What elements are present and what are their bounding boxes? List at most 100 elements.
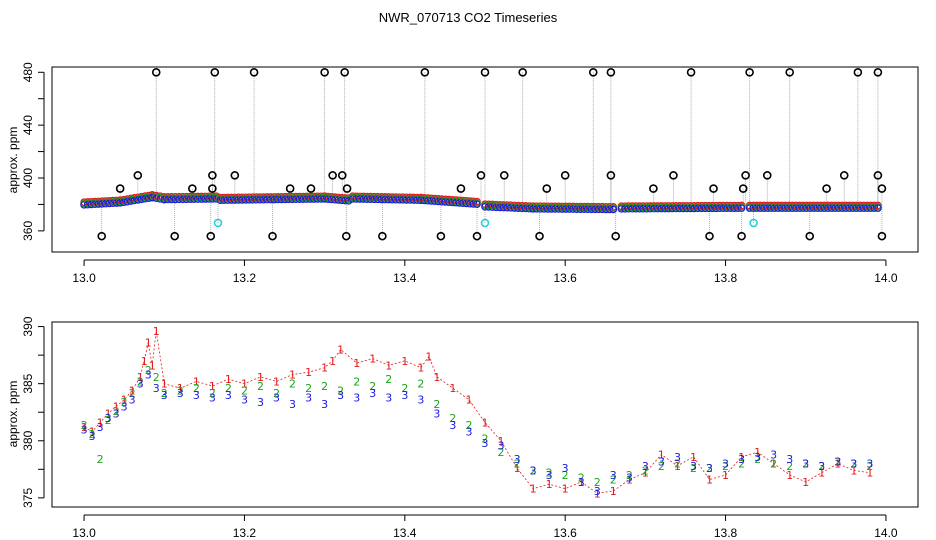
outlier-point: [873, 171, 883, 180]
series-3-point: 3: [225, 389, 232, 402]
series-2-point: 2: [121, 396, 128, 409]
top-x-tick-label: 13.2: [233, 271, 257, 285]
outlier-point: [341, 231, 351, 241]
top-x-axis: 13.0 13.2 13.4 13.6 13.8 14.0: [72, 259, 898, 285]
outlier-point: [340, 67, 349, 77]
series-2-point: 2: [401, 382, 408, 395]
series-1-point: 1: [129, 385, 136, 398]
series-2-point: 2: [530, 464, 537, 477]
series-3-point: [148, 193, 157, 202]
series-1-point: 1: [137, 371, 144, 384]
series-1-point: 1: [145, 337, 152, 350]
series-1-line: [83, 331, 870, 494]
series-1-point: 1: [594, 487, 601, 500]
series-3-point: 3: [417, 394, 424, 407]
series-3-point: 3: [337, 389, 344, 402]
outlier-point: [210, 67, 220, 77]
series-2-point: 2: [690, 462, 697, 475]
series-3-point: 3: [818, 460, 825, 473]
series-3-point: [152, 194, 161, 203]
outlier-point: [230, 171, 240, 180]
series-3-point: 3: [850, 458, 857, 471]
outlier-point: [737, 231, 746, 241]
series-1-point: 1: [289, 369, 296, 382]
series-1-point: 1: [754, 446, 761, 459]
series-1-point: 1: [401, 355, 408, 368]
top-plot-frame: [51, 66, 919, 253]
series-3-point: 3: [802, 458, 809, 471]
series-1-point: 1: [449, 382, 456, 395]
series-1-point: 1: [578, 476, 585, 489]
series-2-point: 2: [642, 464, 649, 477]
series-2-point: 2: [674, 458, 681, 471]
bottom-x-tick-label: 14.0: [874, 526, 898, 540]
series-1-point: 1: [225, 373, 232, 386]
outlier-point: [805, 231, 815, 241]
series-3-point: 3: [353, 391, 360, 404]
series-3-point: 3: [498, 439, 505, 452]
outlier-point: [560, 171, 570, 180]
series-2-point: 2: [273, 387, 280, 400]
outlier-point: [606, 67, 616, 77]
bottom-y-tick-label: 390: [21, 316, 35, 336]
outlier-point: [208, 184, 217, 193]
outlier-point: [705, 231, 714, 241]
series-1-point: 1: [121, 394, 128, 407]
series-2-point: 2: [257, 380, 264, 393]
series-1-point: 1: [209, 380, 216, 393]
series-2-point: 2: [850, 458, 857, 471]
series-2-point: 2: [834, 455, 841, 468]
top-y-tick-label: 440: [21, 115, 35, 135]
series-2-point: 2: [514, 458, 521, 471]
series-1-point: 1: [141, 355, 148, 368]
series-1-point: 1: [177, 382, 184, 395]
outlier-point: [738, 184, 748, 193]
series-3-point: 3: [161, 389, 168, 402]
outlier-point: [97, 231, 107, 241]
series-3-point: 3: [177, 387, 184, 400]
top-y-tick-label: 480: [21, 62, 35, 82]
series-1-point: 1: [850, 464, 857, 477]
series-3-point: 3: [137, 378, 144, 391]
outlier-point: [206, 231, 216, 241]
series-1-point: 1: [337, 343, 344, 356]
outlier-point: [611, 231, 621, 241]
series-2-point: 2: [562, 469, 569, 482]
series-1-point: 1: [425, 350, 432, 363]
series-1-point: 1: [706, 474, 713, 487]
series-2-point: 2: [369, 380, 376, 393]
series-1-point: 1: [802, 476, 809, 489]
series-1-point: 1: [658, 448, 665, 461]
top-panel: approx. ppm 13.0 13.2 13.4 13.6 13.8 14.0 360…: [6, 62, 919, 285]
series-1-point: 1: [642, 467, 649, 480]
series-3-point: 3: [209, 391, 216, 404]
series-3-point: 3: [241, 394, 248, 407]
bottom-panel: approx. ppm 13.0 13.2 13.4 13.6 13.8 14.0 375…: [6, 316, 919, 540]
series-2-point: 2: [818, 460, 825, 473]
series-1-point: 1: [89, 426, 96, 439]
series-3-point: 3: [401, 389, 408, 402]
outlier-point: [133, 171, 143, 180]
series-3-point: 3: [465, 426, 472, 439]
top-x-tick-label: 13.8: [714, 271, 738, 285]
series-1-point: 1: [97, 416, 104, 429]
outlier-point: [686, 67, 696, 77]
bottom-x-tick-label: 13.8: [714, 526, 738, 540]
series-3-point: 3: [369, 387, 376, 400]
series-2-point: 2: [89, 428, 96, 441]
series-2-point: 2: [546, 467, 553, 480]
series-2-point: 2: [129, 387, 136, 400]
bottom-y-tick-label: 380: [21, 430, 35, 450]
series-1-point: 1: [329, 355, 336, 368]
outlier-point: [337, 171, 347, 180]
outlier-point: [170, 231, 179, 241]
series-1-point: 1: [818, 467, 825, 480]
series-2-point: 2: [321, 380, 328, 393]
series-2-point: 2: [770, 458, 777, 471]
series-2-point: 2: [241, 385, 248, 398]
series-3-point: 3: [289, 398, 296, 411]
outlier-point: [476, 171, 486, 180]
bottom-plot-frame: [51, 321, 919, 508]
